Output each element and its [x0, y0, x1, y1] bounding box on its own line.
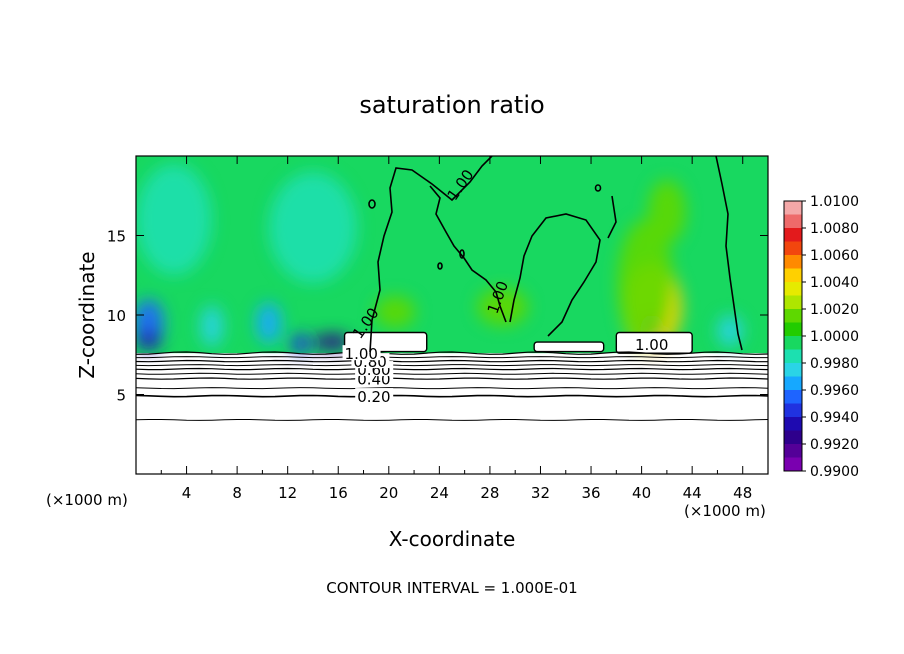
- contour-line: [136, 394, 768, 398]
- one-contour-outline: [368, 156, 743, 353]
- field-blob: [136, 330, 162, 350]
- x-tick-label: 12: [278, 484, 297, 502]
- colorbar-label: 0.9980: [810, 356, 859, 372]
- colorbar-swatch: [784, 214, 802, 229]
- x-tick-label: 8: [232, 484, 242, 502]
- field-blob: [312, 334, 351, 350]
- contour-lines: 0.200.400.600.801.00: [136, 345, 768, 421]
- contour-line: [136, 359, 768, 363]
- colorbar-swatch: [784, 309, 802, 323]
- x-tick-label: 4: [182, 484, 192, 502]
- field-blob: [256, 302, 282, 344]
- x-tick-label: 40: [632, 484, 651, 502]
- contour-line: [136, 419, 768, 421]
- field-blob: [268, 171, 358, 284]
- colorbar-swatch: [784, 201, 802, 215]
- colorbar-label: 0.9960: [810, 383, 859, 399]
- contour-label-bg: [342, 345, 381, 361]
- contour-interval-note: CONTOUR INTERVAL = 1.000E-01: [326, 579, 577, 597]
- colorbar-swatch: [784, 457, 802, 472]
- contour-line: [136, 356, 768, 359]
- saturated-region: [615, 331, 693, 354]
- x-tick-label: 16: [329, 484, 348, 502]
- contour-line: [136, 377, 768, 380]
- colorbar-swatch: [784, 417, 802, 431]
- x-axis-label: X-coordinate: [389, 527, 516, 551]
- x-tick-label: 32: [531, 484, 550, 502]
- contour-line: [136, 367, 768, 371]
- y-tick-label: 15: [107, 228, 126, 246]
- colorbar-label: 0.9900: [810, 464, 859, 480]
- contour-line: [136, 372, 768, 375]
- chart-title: saturation ratio: [359, 91, 544, 119]
- field-blob: [136, 163, 212, 276]
- contour-label: 0.20: [357, 388, 390, 406]
- contour-label: 1.00: [345, 345, 378, 363]
- colorbar-label: 1.0060: [810, 248, 859, 264]
- x-tick-label: 24: [430, 484, 449, 502]
- colorbar-swatch: [784, 282, 802, 296]
- contour-line: [136, 351, 768, 355]
- plot-area: 0.200.400.600.801.00 1.001.001.001.00: [136, 156, 768, 474]
- y-tick-label: 10: [107, 307, 126, 325]
- x-tick-label: 36: [581, 484, 600, 502]
- colorbar-swatch: [784, 430, 802, 445]
- x-axis: 4 8 12 16 20 24 28 32 36 40 44 48: [160, 156, 752, 502]
- x-tick-label: 44: [683, 484, 702, 502]
- field-blob: [200, 305, 224, 347]
- x-tick-label: 48: [733, 484, 752, 502]
- colorbar-label: 0.9920: [810, 437, 859, 453]
- x-unit-left: (×1000 m): [46, 491, 128, 509]
- colorbar-swatch: [784, 228, 802, 242]
- colorbar-label: 0.9940: [810, 410, 859, 426]
- y-axis-label: Z-coordinate: [75, 251, 99, 378]
- contour-label-bg: [355, 388, 394, 404]
- colorbar-swatch: [784, 268, 802, 283]
- colorbar-label: 1.0100: [810, 194, 859, 210]
- field-blob: [374, 295, 416, 328]
- colorbar-swatch: [784, 403, 802, 418]
- field-blob: [717, 315, 743, 347]
- colorbar: 1.0100 1.0080 1.0060 1.0040 1.0020 1.0000 0.99…: [783, 194, 859, 480]
- colorbar-swatch: [784, 376, 802, 391]
- colorbar-swatch: [784, 349, 802, 364]
- y-tick-label: 5: [116, 387, 126, 405]
- colorbar-swatch: [784, 336, 802, 350]
- y-axis: 5 10 15: [107, 228, 768, 405]
- field-blob: [647, 179, 686, 244]
- colorbar-swatch: [784, 444, 802, 458]
- x-unit-right: (×1000 m): [684, 502, 766, 520]
- colorbar-swatch: [784, 363, 802, 377]
- field-blob: [290, 334, 311, 354]
- x-tick-label: 20: [379, 484, 398, 502]
- x-tick-label: 28: [480, 484, 499, 502]
- colorbar-swatch: [784, 322, 802, 337]
- saturated-region: [533, 341, 605, 353]
- colorbar-swatch: [784, 295, 802, 310]
- colorbar-label: 1.0020: [810, 302, 859, 318]
- colorbar-label: 1.0000: [810, 329, 859, 345]
- contour-line: [136, 387, 768, 390]
- inline-contour-label: 1.00: [635, 336, 668, 354]
- colorbar-label: 1.0040: [810, 275, 859, 291]
- colorbar-swatch: [784, 390, 802, 404]
- colorbar-swatch: [784, 241, 802, 256]
- colorbar-swatch: [784, 255, 802, 269]
- contour-line: [136, 364, 768, 367]
- field-blob: [617, 219, 674, 347]
- colorbar-label: 1.0080: [810, 221, 859, 237]
